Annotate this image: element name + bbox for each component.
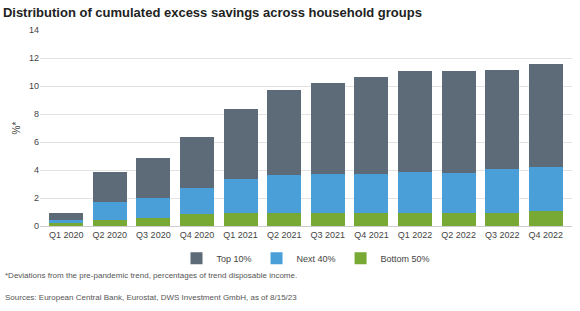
svg-text:2: 2 — [34, 193, 39, 203]
svg-text:12: 12 — [29, 53, 39, 63]
svg-text:Q1 2021: Q1 2021 — [223, 230, 258, 240]
svg-text:Top 10%: Top 10% — [217, 254, 252, 264]
svg-text:10: 10 — [29, 81, 39, 91]
svg-text:Distribution of cumulated exce: Distribution of cumulated excess savings… — [3, 5, 422, 20]
svg-text:8: 8 — [34, 109, 39, 119]
svg-text:Q1 2020: Q1 2020 — [49, 230, 84, 240]
svg-text:Q3 2020: Q3 2020 — [136, 230, 171, 240]
svg-text:Q4 2022: Q4 2022 — [529, 230, 564, 240]
svg-text:%*: %* — [11, 122, 22, 135]
svg-text:Q2 2020: Q2 2020 — [93, 230, 128, 240]
svg-text:14: 14 — [29, 25, 39, 35]
svg-text:Q2 2022: Q2 2022 — [441, 230, 476, 240]
svg-text:Next 40%: Next 40% — [297, 254, 336, 264]
svg-text:Sources: European Central Bank: Sources: European Central Bank, Eurostat… — [5, 293, 297, 302]
svg-text:0: 0 — [34, 221, 39, 231]
svg-text:Q2 2021: Q2 2021 — [267, 230, 302, 240]
svg-text:Bottom 50%: Bottom 50% — [381, 254, 430, 264]
svg-text:Q3 2021: Q3 2021 — [311, 230, 346, 240]
svg-text:*Deviations from the pre-pande: *Deviations from the pre-pandemic trend,… — [5, 271, 297, 280]
svg-text:4: 4 — [34, 165, 39, 175]
svg-text:6: 6 — [34, 137, 39, 147]
svg-text:Q1 2022: Q1 2022 — [398, 230, 433, 240]
svg-text:Q4 2020: Q4 2020 — [180, 230, 215, 240]
svg-text:Q3 2022: Q3 2022 — [485, 230, 520, 240]
svg-text:Q4 2021: Q4 2021 — [354, 230, 389, 240]
